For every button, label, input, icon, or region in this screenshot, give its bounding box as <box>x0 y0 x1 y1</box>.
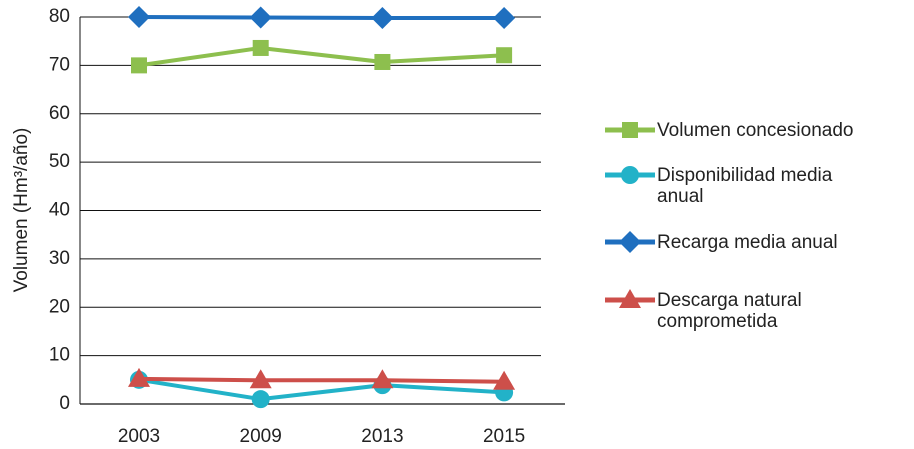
marker <box>619 231 641 253</box>
y-tick-label: 80 <box>49 6 70 27</box>
series-line <box>138 377 505 402</box>
y-tick-label: 40 <box>49 200 70 221</box>
marker <box>371 6 394 29</box>
marker <box>128 367 150 387</box>
legend-label: Recarga media anual <box>657 232 838 253</box>
marker <box>374 53 391 70</box>
y-tick-label: 70 <box>49 54 70 75</box>
series-line <box>138 45 505 68</box>
marker <box>249 6 272 29</box>
x-tick-label: 2015 <box>483 426 525 447</box>
marker <box>371 369 394 389</box>
y-tick-label: 60 <box>49 103 70 124</box>
marker <box>249 369 272 389</box>
marker <box>131 57 147 74</box>
marker <box>493 370 516 390</box>
y-tick-label: 50 <box>49 151 70 172</box>
marker <box>496 47 513 64</box>
marker <box>619 289 641 308</box>
legend-label: Disponibilidad media anual <box>657 165 833 207</box>
y-tick-label: 10 <box>49 345 70 366</box>
marker <box>621 166 639 184</box>
y-axis-label: Volumen (Hm³/año) <box>11 128 32 293</box>
legend-label: Volumen concesionado <box>657 120 854 141</box>
marker <box>128 6 150 28</box>
marker <box>493 6 516 29</box>
series-line <box>138 15 505 20</box>
y-tick-label: 20 <box>49 296 70 317</box>
marker <box>622 122 638 138</box>
y-tick-label: 0 <box>59 393 70 414</box>
series-line <box>138 376 505 384</box>
x-tick-label: 2003 <box>118 426 160 447</box>
x-tick-label: 2009 <box>240 426 282 447</box>
marker <box>252 39 269 56</box>
legend-label: Descarga natural comprometida <box>657 290 802 332</box>
marker <box>251 390 270 409</box>
x-tick-label: 2013 <box>361 426 403 447</box>
y-tick-label: 30 <box>49 248 70 269</box>
